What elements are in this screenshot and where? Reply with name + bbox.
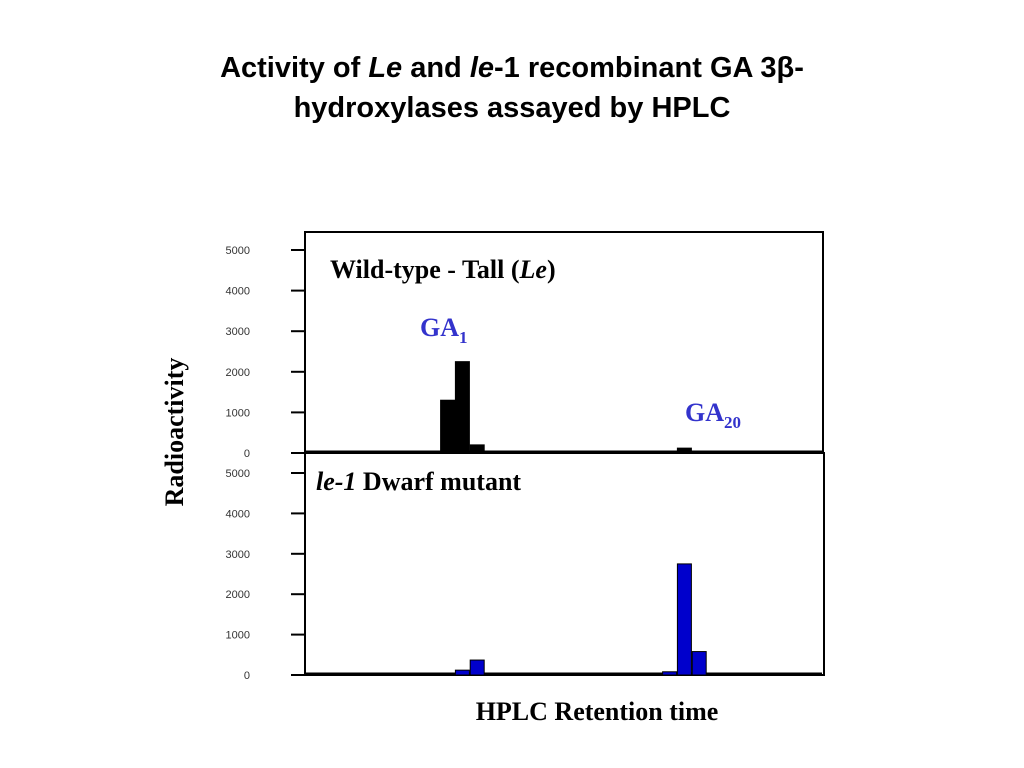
x-axis-label: HPLC Retention time [476, 697, 719, 726]
title-part: -1 recombinant GA 3β- [494, 52, 804, 84]
annotation-ga1-text: GA [420, 313, 459, 342]
annotation-ga1: GA1 [420, 313, 468, 347]
y-tick-label: 4000 [226, 286, 250, 298]
bar [469, 659, 485, 676]
bar [454, 361, 470, 454]
bar [440, 399, 456, 454]
bar [676, 563, 692, 676]
y-tick-label: 5000 [226, 245, 250, 257]
panel-dwarf-mutant: 0 1000 2000 3000 4000 5000 le-1 Dwarf mutant [226, 452, 825, 682]
bar [691, 651, 707, 676]
panel-label-gene: le-1 [316, 467, 356, 496]
y-tick-label: 1000 [226, 407, 250, 419]
panel-label-gene: Le [519, 255, 547, 284]
y-axis-label: Radioactivity [160, 358, 189, 507]
annotation-ga20-text: GA [685, 398, 724, 427]
slide-title: Activity of Le and le-1 recombinant GA 3… [0, 48, 1024, 128]
title-gene-le-mutant: le [469, 52, 495, 84]
title-gene-le: Le [368, 52, 403, 84]
bar [662, 671, 678, 676]
panel-label-wild-type: Wild-type - Tall (Le) [330, 255, 556, 284]
y-tick-label: 1000 [226, 630, 250, 642]
panel-label-text: Wild-type - Tall ( [330, 255, 520, 284]
bars-top [440, 361, 692, 454]
annotation-ga1-sub: 1 [459, 328, 468, 347]
bar [454, 669, 470, 676]
title-line-1: Activity of Le and le-1 recombinant GA 3… [0, 48, 1024, 88]
y-tick-label: 0 [244, 448, 250, 460]
title-part: and [402, 52, 470, 84]
title-line-2: hydroxylases assayed by HPLC [293, 92, 731, 124]
y-tick-label: 0 [244, 670, 250, 682]
bar [469, 444, 485, 454]
y-tick-label: 3000 [226, 326, 250, 338]
annotation-ga20-sub: 20 [724, 413, 741, 432]
panel-label-dwarf: le-1 Dwarf mutant [316, 467, 521, 496]
y-tick-label: 4000 [226, 508, 250, 520]
panel-label-backing [307, 455, 597, 495]
title-part: Activity of [220, 52, 369, 84]
y-tick-label: 2000 [226, 367, 250, 379]
y-tick-label: 3000 [226, 549, 250, 561]
panel-label-text: Dwarf mutant [356, 467, 521, 496]
panel-label-close: ) [547, 255, 556, 284]
annotation-ga20: GA20 [685, 398, 741, 432]
y-ticks-bottom: 0 1000 2000 3000 4000 5000 [226, 468, 822, 682]
panel-wild-type: 0 1000 2000 3000 4000 5000 Wild-type - Tall (… [226, 231, 824, 460]
bars-bottom [454, 563, 707, 676]
y-tick-label: 5000 [226, 468, 250, 480]
y-tick-label: 2000 [226, 589, 250, 601]
